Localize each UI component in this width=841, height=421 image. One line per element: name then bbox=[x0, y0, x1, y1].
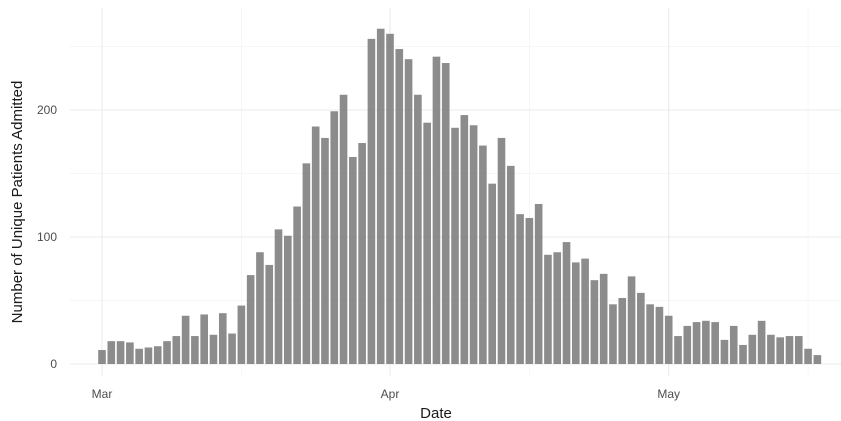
bar bbox=[432, 56, 441, 364]
bar bbox=[358, 143, 366, 364]
bar bbox=[525, 217, 534, 364]
bar bbox=[321, 137, 329, 364]
bar bbox=[785, 336, 794, 364]
bar bbox=[274, 229, 283, 364]
bar bbox=[200, 314, 208, 364]
bar bbox=[562, 242, 571, 364]
bar bbox=[98, 350, 106, 364]
bar bbox=[153, 346, 162, 364]
bar bbox=[506, 165, 515, 364]
bar bbox=[386, 33, 394, 365]
bar bbox=[544, 254, 552, 364]
bar bbox=[376, 28, 385, 364]
bar bbox=[794, 336, 803, 364]
bar bbox=[423, 122, 431, 364]
bar bbox=[237, 305, 246, 364]
bar bbox=[265, 264, 274, 364]
bar bbox=[460, 115, 469, 364]
bar bbox=[683, 325, 692, 364]
bar bbox=[599, 273, 608, 364]
bar bbox=[367, 38, 376, 364]
bar bbox=[172, 336, 181, 364]
bar bbox=[813, 355, 822, 364]
bar bbox=[627, 276, 636, 364]
bar bbox=[126, 342, 134, 364]
bar bbox=[516, 214, 524, 364]
bar bbox=[228, 333, 236, 364]
bar bbox=[646, 304, 654, 364]
bar bbox=[163, 341, 171, 364]
bar bbox=[209, 334, 218, 364]
bar bbox=[497, 137, 506, 364]
x-axis-title: Date bbox=[420, 405, 452, 421]
x-tick-label: May bbox=[657, 387, 680, 401]
bars bbox=[98, 28, 822, 365]
bar bbox=[256, 252, 264, 364]
bar bbox=[135, 348, 143, 364]
bar bbox=[395, 49, 404, 364]
x-tick-labels: Mar Apr May bbox=[92, 387, 680, 401]
y-tick-label: 100 bbox=[37, 230, 57, 244]
y-tick-labels: 0 100 200 bbox=[37, 103, 57, 371]
bar bbox=[720, 339, 729, 364]
bar bbox=[414, 94, 422, 364]
bar bbox=[674, 336, 682, 364]
bar bbox=[218, 313, 227, 364]
bar bbox=[609, 304, 617, 364]
x-tick-label: Apr bbox=[381, 387, 400, 401]
bar bbox=[441, 63, 450, 364]
bar bbox=[729, 325, 738, 364]
bar bbox=[181, 315, 190, 364]
bar bbox=[144, 347, 153, 364]
y-tick-label: 0 bbox=[50, 357, 57, 371]
bar bbox=[748, 334, 757, 364]
bar bbox=[618, 297, 627, 364]
bar bbox=[349, 156, 357, 364]
bar bbox=[191, 336, 199, 364]
bar bbox=[116, 341, 125, 364]
bar bbox=[804, 348, 812, 364]
bar bbox=[664, 315, 673, 364]
y-axis-title: Number of Unique Patients Admitted bbox=[9, 81, 26, 324]
bar bbox=[469, 125, 478, 365]
bar bbox=[404, 59, 413, 364]
bar bbox=[767, 334, 775, 364]
bar bbox=[655, 306, 664, 364]
y-tick-label: 200 bbox=[37, 103, 57, 117]
bar bbox=[534, 203, 543, 364]
bar bbox=[553, 252, 562, 364]
bar bbox=[692, 322, 701, 364]
bar bbox=[702, 320, 710, 364]
bar bbox=[284, 235, 292, 364]
bar bbox=[339, 94, 348, 364]
bar bbox=[293, 206, 301, 364]
bar bbox=[590, 280, 599, 364]
bar bbox=[311, 126, 320, 364]
x-tick-label: Mar bbox=[92, 387, 113, 401]
bar bbox=[479, 145, 487, 364]
bar bbox=[581, 258, 589, 364]
bar bbox=[757, 320, 766, 364]
bar bbox=[637, 292, 645, 364]
bar bbox=[451, 127, 459, 364]
bar bbox=[107, 341, 116, 364]
bar bbox=[330, 111, 339, 365]
bar bbox=[776, 337, 784, 364]
bar bbox=[572, 262, 580, 364]
bar bbox=[302, 163, 311, 364]
bar bbox=[488, 183, 496, 364]
bar bbox=[246, 275, 255, 364]
bar bbox=[739, 344, 747, 364]
bar bbox=[711, 322, 719, 364]
